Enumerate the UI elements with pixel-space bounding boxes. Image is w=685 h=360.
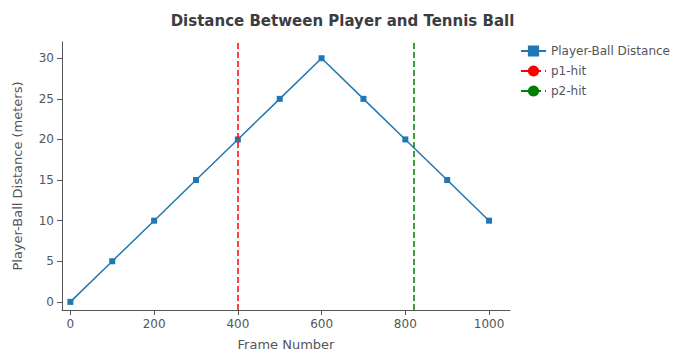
svg-text:p1-hit: p1-hit xyxy=(551,64,587,78)
svg-text:20: 20 xyxy=(39,132,54,146)
svg-text:800: 800 xyxy=(394,317,417,331)
svg-text:1000: 1000 xyxy=(474,317,505,331)
svg-text:25: 25 xyxy=(39,92,54,106)
svg-text:5: 5 xyxy=(46,254,54,268)
svg-text:p2-hit: p2-hit xyxy=(551,84,587,98)
svg-text:200: 200 xyxy=(143,317,166,331)
svg-text:10: 10 xyxy=(39,214,54,228)
svg-text:30: 30 xyxy=(39,51,54,65)
svg-text:0: 0 xyxy=(46,295,54,309)
svg-text:400: 400 xyxy=(226,317,249,331)
svg-text:Player-Ball Distance (meters): Player-Ball Distance (meters) xyxy=(10,81,25,270)
svg-text:600: 600 xyxy=(310,317,333,331)
svg-text:Player-Ball Distance: Player-Ball Distance xyxy=(551,44,670,58)
svg-text:0: 0 xyxy=(67,317,75,331)
svg-text:Frame Number: Frame Number xyxy=(238,337,336,352)
svg-text:15: 15 xyxy=(39,173,54,187)
svg-text:Distance Between Player and Te: Distance Between Player and Tennis Ball xyxy=(171,12,515,30)
